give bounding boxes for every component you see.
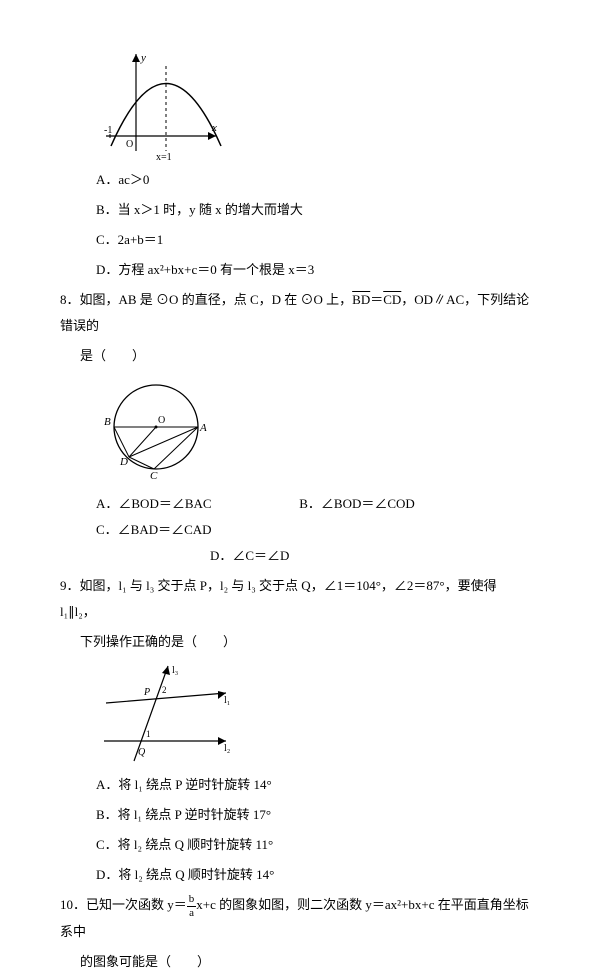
- label-l2: l₂: [224, 743, 230, 754]
- q9-option-c: C．将 l₂ 绕点 Q 顺时针旋转 11°: [96, 832, 535, 858]
- q8-circle-figure: O A B D C: [96, 375, 535, 485]
- q8-arc2: CD: [383, 292, 401, 307]
- q7-option-c: C．2a+b＝1: [96, 227, 535, 253]
- label-C: C: [150, 470, 158, 482]
- q8-eq: ＝: [370, 292, 383, 307]
- q10-stem-line1: 10．已知一次函数 y＝bax+c 的图象如图，则二次函数 y＝ax²+bx+c…: [60, 892, 535, 945]
- q9-lines-figure: l₃ l₁ l₂ P 2 Q 1: [96, 661, 535, 766]
- neg1-label: -1: [104, 125, 112, 136]
- q9-option-b: B．将 l₁ 绕点 P 逆时针旋转 17°: [96, 802, 535, 828]
- label-Q: Q: [138, 747, 146, 758]
- q9-stem-line2: 下列操作正确的是（ ）: [80, 629, 535, 655]
- q7-option-a: A．ac＞0: [96, 167, 535, 193]
- q7-option-b: B．当 x＞1 时，y 随 x 的增大而增大: [96, 197, 535, 223]
- q8-stem-line1: 8．如图，AB 是 ⊙O 的直径，点 C，D 在 ⊙O 上，BD＝CD，OD∥A…: [60, 287, 535, 339]
- q8-arc1: BD: [352, 292, 370, 307]
- label-A: A: [199, 422, 207, 434]
- vline-label: x=1: [156, 152, 172, 161]
- q9-stem-line1: 9．如图，l₁ 与 l₃ 交于点 P，l₂ 与 l₃ 交于点 Q，∠1＝104°…: [60, 573, 535, 625]
- label-O: O: [158, 415, 165, 426]
- y-axis-label: y: [140, 52, 146, 64]
- q10-stem-pre: 10．已知一次函数 y＝: [60, 897, 187, 912]
- label-P: P: [143, 687, 150, 698]
- label-D: D: [119, 456, 128, 468]
- q8-stem-pre: 8．如图，AB 是 ⊙O 的直径，点 C，D 在 ⊙O 上，: [60, 292, 352, 307]
- label-l3: l₃: [172, 665, 178, 676]
- angle-1: 1: [146, 729, 151, 739]
- label-l1: l₁: [224, 695, 230, 706]
- q8-options-row: A．∠BOD＝∠BAC B．∠BOD＝∠COD C．∠BAD＝∠CAD: [96, 491, 535, 543]
- q8-option-c: C．∠BAD＝∠CAD: [96, 517, 212, 543]
- label-B: B: [104, 416, 111, 428]
- q8-stem-line2: 是（ ）: [80, 343, 535, 369]
- q8-option-a: A．∠BOD＝∠BAC: [96, 491, 296, 517]
- q7-parabola-figure: y x O -1 x=1: [96, 46, 535, 161]
- q7-option-d: D．方程 ax²+bx+c＝0 有一个根是 x＝3: [96, 257, 535, 283]
- angle-2: 2: [162, 685, 167, 695]
- q8-option-b: B．∠BOD＝∠COD: [299, 491, 429, 517]
- origin-label: O: [126, 139, 133, 150]
- q10-fraction: ba: [187, 893, 197, 918]
- q8-option-d: D．∠C＝∠D: [210, 543, 535, 569]
- q9-option-d: D．将 l₂ 绕点 Q 顺时针旋转 14°: [96, 862, 535, 888]
- q9-option-a: A．将 l₁ 绕点 P 逆时针旋转 14°: [96, 772, 535, 798]
- x-axis-label: x: [211, 122, 217, 134]
- q10-stem-line2: 的图象可能是（ ）: [80, 949, 535, 975]
